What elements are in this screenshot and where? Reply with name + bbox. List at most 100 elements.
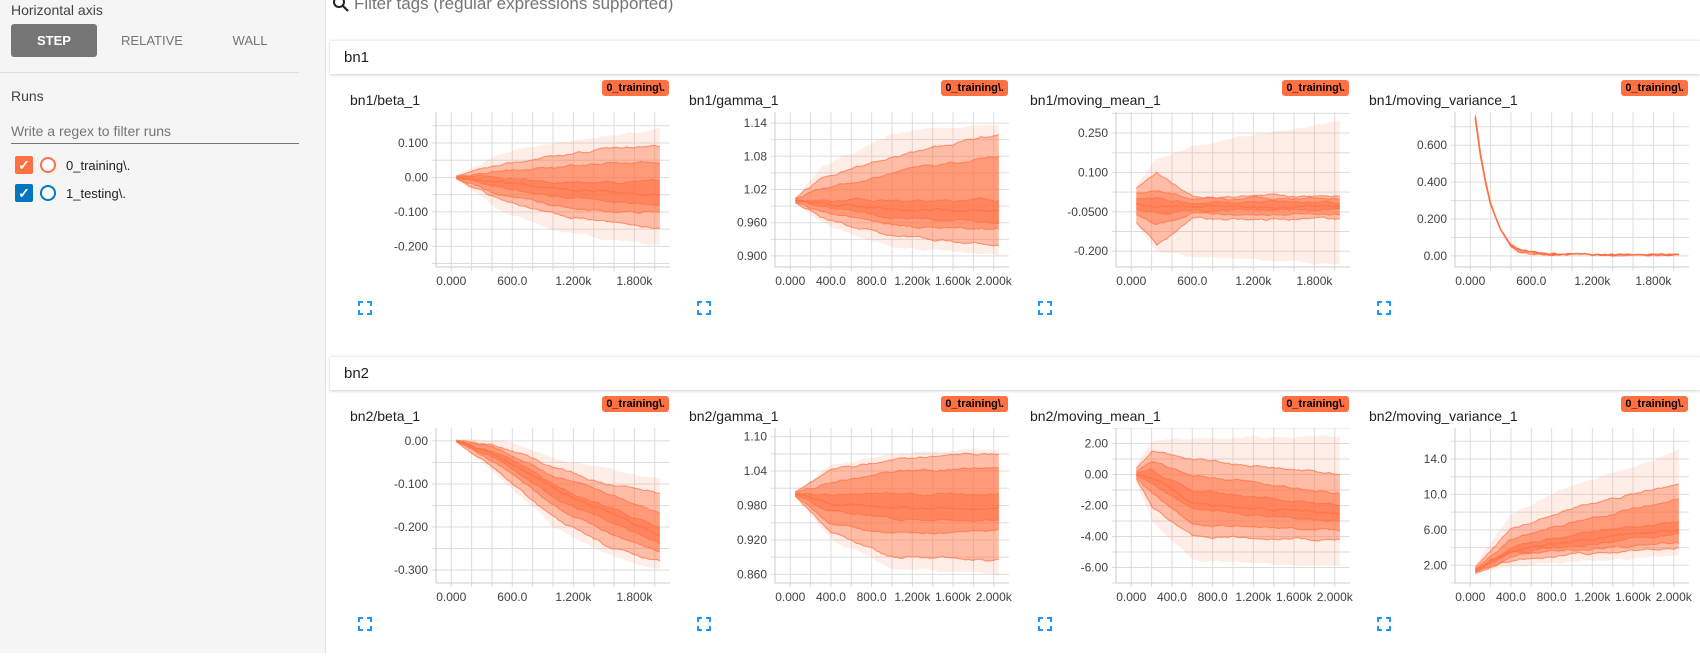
percentile-line-1 [795,202,999,247]
percentile-line-3 [795,494,999,523]
percentile-line-6 [1474,498,1679,570]
percentile-line-5 [795,197,1000,203]
x-tick-label: 1.600k [935,590,972,604]
y-tick-label: -0.200 [1074,244,1108,258]
percentile-line-2 [456,177,660,215]
axis-wall-button[interactable]: WALL [232,33,268,48]
chart-card: bn1/moving_mean_1 0_training\. 0.250 0.10… [1016,76,1355,356]
y-tick-label: 1.04 [744,464,768,478]
section-header-bn2[interactable]: bn2 [330,356,1700,390]
y-tick-label: 0.920 [737,533,767,547]
expand-icon[interactable] [358,617,372,631]
y-tick-label: 1.02 [744,183,768,197]
run-filter-input[interactable] [11,118,299,144]
chart-card: bn2/moving_mean_1 0_training\. 2.00 0.00 -… [1016,392,1355,672]
distribution-chart: 2.00 0.00 -2.00 -4.00 -6.00 0.000 400.0 800.0 1.… [1081,428,1354,604]
x-tick-label: 1.200k [894,590,931,604]
percentile-line-5 [456,440,661,529]
run-item-training[interactable]: ✓ 0_training\. [15,155,130,175]
y-tick-label: 10.0 [1424,487,1448,501]
x-tick-label: 0.000 [1116,590,1146,604]
y-tick-label: 0.00 [405,434,429,448]
x-tick-label: 600.0 [1177,274,1207,288]
run-checkbox[interactable]: ✓ [15,156,33,174]
band-31-69 [1475,116,1679,256]
y-tick-label: 6.00 [1424,523,1448,537]
x-tick-label: 1.800k [1635,274,1672,288]
x-tick-label: 1.200k [1235,590,1272,604]
x-tick-label: 1.200k [555,274,592,288]
percentile-line-7 [1135,171,1340,199]
x-tick-label: 1.800k [1296,274,1333,288]
y-tick-label: 0.900 [737,249,767,263]
percentile-line-2 [1475,541,1679,573]
chart-title: bn2/gamma_1 [689,408,779,424]
x-tick-label: 1.200k [1574,274,1611,288]
percentile-line-1 [1135,478,1340,542]
percentile-line-3 [456,440,661,545]
run-badge: 0_training\. [1621,80,1688,96]
axis-relative-button[interactable]: RELATIVE [121,33,183,48]
distribution-chart: 0.00 -0.100 -0.200 -0.300 0.000 600.0 1.200k 1.… [394,428,670,604]
x-tick-label: 400.0 [816,274,846,288]
x-tick-label: 800.0 [857,590,887,604]
band-min-max [1136,120,1340,265]
chart-title: bn1/moving_mean_1 [1030,92,1161,108]
run-badge: 0_training\. [941,80,1008,96]
expand-icon[interactable] [697,301,711,315]
percentile-line-5 [1475,521,1679,571]
percentile-line-3 [795,200,999,225]
axis-step-button[interactable]: STEP [11,24,97,57]
expand-icon[interactable] [1038,617,1052,631]
chart-card: bn2/beta_1 0_training\. 0.00 -0.100 -0.200… [336,392,675,672]
band-31-69 [456,440,660,544]
percentile-line-6 [1474,116,1679,256]
grid [432,112,670,271]
percentile-line-6 [795,155,1000,200]
y-tick-label: 0.100 [1078,165,1108,179]
x-tick-label: 0.000 [436,274,466,288]
percentile-line-5 [1136,196,1340,205]
expand-icon[interactable] [358,301,372,315]
runs-label: Runs [11,88,44,104]
percentile-line-4 [456,176,660,197]
run-checkbox[interactable]: ✓ [15,184,33,202]
band-31-69 [1136,468,1340,522]
band-min-max [456,438,660,570]
expand-icon[interactable] [1377,301,1391,315]
percentile-line-7 [795,452,999,493]
chart-card: bn1/moving_variance_1 0_training\. 0.600… [1355,76,1694,356]
x-tick-label: 1.600k [1615,590,1652,604]
y-tick-label: 2.00 [1424,558,1448,572]
run-radio-circle[interactable] [40,185,56,201]
percentile-line-4 [1474,529,1679,572]
horizontal-axis-label: Horizontal axis [11,2,103,18]
x-tick-label: 400.0 [1496,590,1526,604]
x-tick-label: 0.000 [1116,274,1146,288]
x-tick-label: 600.0 [1516,274,1546,288]
percentile-line-7 [456,144,660,177]
y-tick-label: 1.14 [744,116,768,130]
y-tick-label: 0.200 [1417,212,1447,226]
percentile-line-3 [1474,118,1679,257]
chart-card: bn2/moving_variance_1 0_training\. 14.0 1… [1355,392,1694,672]
run-radio-circle[interactable] [40,157,56,173]
percentile-line-6 [1136,190,1340,201]
percentile-line-7 [1135,450,1340,476]
expand-icon[interactable] [1038,301,1052,315]
y-tick-label: -4.00 [1081,530,1109,544]
section-title: bn1 [344,49,370,66]
x-tick-label: 1.600k [1276,590,1313,604]
y-tick-label: 1.08 [744,149,768,163]
tag-filter[interactable]: Filter tags (regular expressions support… [332,0,673,14]
section-header-bn1[interactable]: bn1 [330,40,1700,74]
run-badge: 0_training\. [1282,80,1349,96]
percentile-line-3 [1136,207,1340,215]
percentile-line-6 [456,439,661,514]
expand-icon[interactable] [1377,617,1391,631]
run-item-testing[interactable]: ✓ 1_testing\. [15,183,126,203]
y-tick-label: -2.00 [1081,499,1109,513]
x-tick-label: 0.000 [1455,590,1485,604]
distribution-chart: 1.10 1.04 0.980 0.920 0.860 0.000 400.0 800.0 1.… [737,428,1013,604]
expand-icon[interactable] [697,617,711,631]
